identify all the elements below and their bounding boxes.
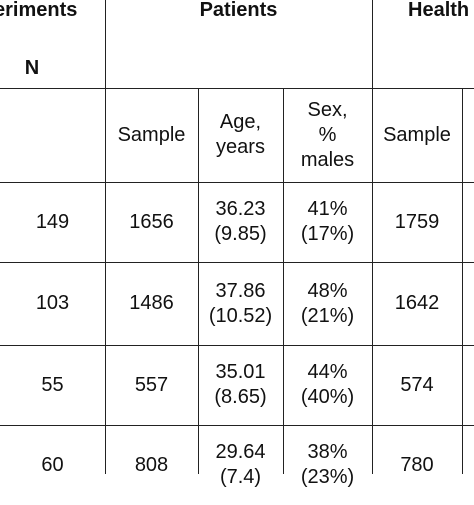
table-cell: 36.23 (9.85) xyxy=(198,182,283,262)
cell-line: (9.85) xyxy=(214,223,267,245)
cell-line: 48% xyxy=(307,279,348,302)
header-n: N xyxy=(24,57,40,79)
table-cell: 60 xyxy=(0,425,105,505)
rule xyxy=(105,0,106,474)
table-cell: 37.86 (10.52) xyxy=(198,262,283,345)
rule xyxy=(198,88,199,474)
page: eriments N Patients Health Sample Age, yea… xyxy=(0,0,474,488)
table-cell: 149 xyxy=(0,182,105,262)
cell-line: (21%) xyxy=(300,304,355,327)
cell-line: Sex, xyxy=(307,98,348,121)
cell-line: 103 xyxy=(35,292,70,314)
table-cell: 1759 xyxy=(372,182,462,262)
table-cell: 780 xyxy=(372,425,462,505)
rule xyxy=(0,345,474,346)
cell-line: (7.4) xyxy=(219,466,262,488)
rule xyxy=(283,88,284,474)
subheader-cell: Sample xyxy=(372,88,462,182)
cell-line: 36.23 xyxy=(215,198,266,220)
cell-line: 574 xyxy=(400,373,434,396)
cell-line: 55 xyxy=(41,373,64,396)
cell-line: 149 xyxy=(35,210,70,233)
cell-line: 1642 xyxy=(394,292,440,314)
cell-line: 1759 xyxy=(394,210,440,233)
cell-line: (8.65) xyxy=(214,386,267,408)
table-cell: 808 xyxy=(105,425,198,505)
cell-line: 35.01 xyxy=(215,361,266,383)
table-cell: 48% (21%) xyxy=(283,262,372,345)
table-cell: 574 xyxy=(372,345,462,425)
cell-line: Age, xyxy=(219,111,262,133)
cell-line: % xyxy=(318,123,337,146)
cell-line: 808 xyxy=(134,453,169,476)
rule xyxy=(0,182,474,183)
rule xyxy=(0,262,474,263)
cell-line: 1656 xyxy=(129,210,174,233)
rule xyxy=(0,425,474,426)
cell-line: Sample xyxy=(117,123,186,146)
table-cell: 38% (23%) xyxy=(283,425,372,505)
table-cell: 44% (40%) xyxy=(283,345,372,425)
cell-line: (17%) xyxy=(300,223,355,245)
cell-line: 780 xyxy=(400,453,434,476)
header-experiments: eriments xyxy=(0,0,78,21)
subheader-cell: Sample xyxy=(105,88,198,182)
table-cell: 29.64 (7.4) xyxy=(198,425,283,505)
cell-line: 1486 xyxy=(129,292,174,314)
cell-line: (40%) xyxy=(300,386,355,408)
subheader-cell: Sex,% males xyxy=(283,88,372,182)
cell-line: (10.52) xyxy=(208,304,273,327)
rule xyxy=(462,88,463,474)
cell-line: 60 xyxy=(41,453,64,476)
cell-line: 557 xyxy=(134,373,169,396)
cell-line: (23%) xyxy=(300,466,355,488)
cell-line: 38% xyxy=(307,441,348,463)
cell-line: 44% xyxy=(307,361,348,383)
header-patients: Patients xyxy=(199,0,278,21)
cell-line: 41% xyxy=(307,198,348,220)
header-healthy: Health xyxy=(408,0,470,21)
table-cell: 1486 xyxy=(105,262,198,345)
subheader-cell: Age, years xyxy=(198,88,283,182)
table-cell: 41% (17%) xyxy=(283,182,372,262)
table-cell: 1656 xyxy=(105,182,198,262)
cell-line: 37.86 xyxy=(215,279,266,302)
table-cell: 557 xyxy=(105,345,198,425)
cell-line: Sample xyxy=(383,123,451,146)
cell-line: males xyxy=(300,148,355,171)
rule xyxy=(372,0,373,474)
cell-line: 29.64 xyxy=(215,441,266,463)
table-cell: 35.01 (8.65) xyxy=(198,345,283,425)
table-cell: 1642 xyxy=(372,262,462,345)
rule xyxy=(0,88,474,89)
table-cell: 103 xyxy=(0,262,105,345)
cell-line: years xyxy=(216,136,265,158)
table-cell: 55 xyxy=(0,345,105,425)
